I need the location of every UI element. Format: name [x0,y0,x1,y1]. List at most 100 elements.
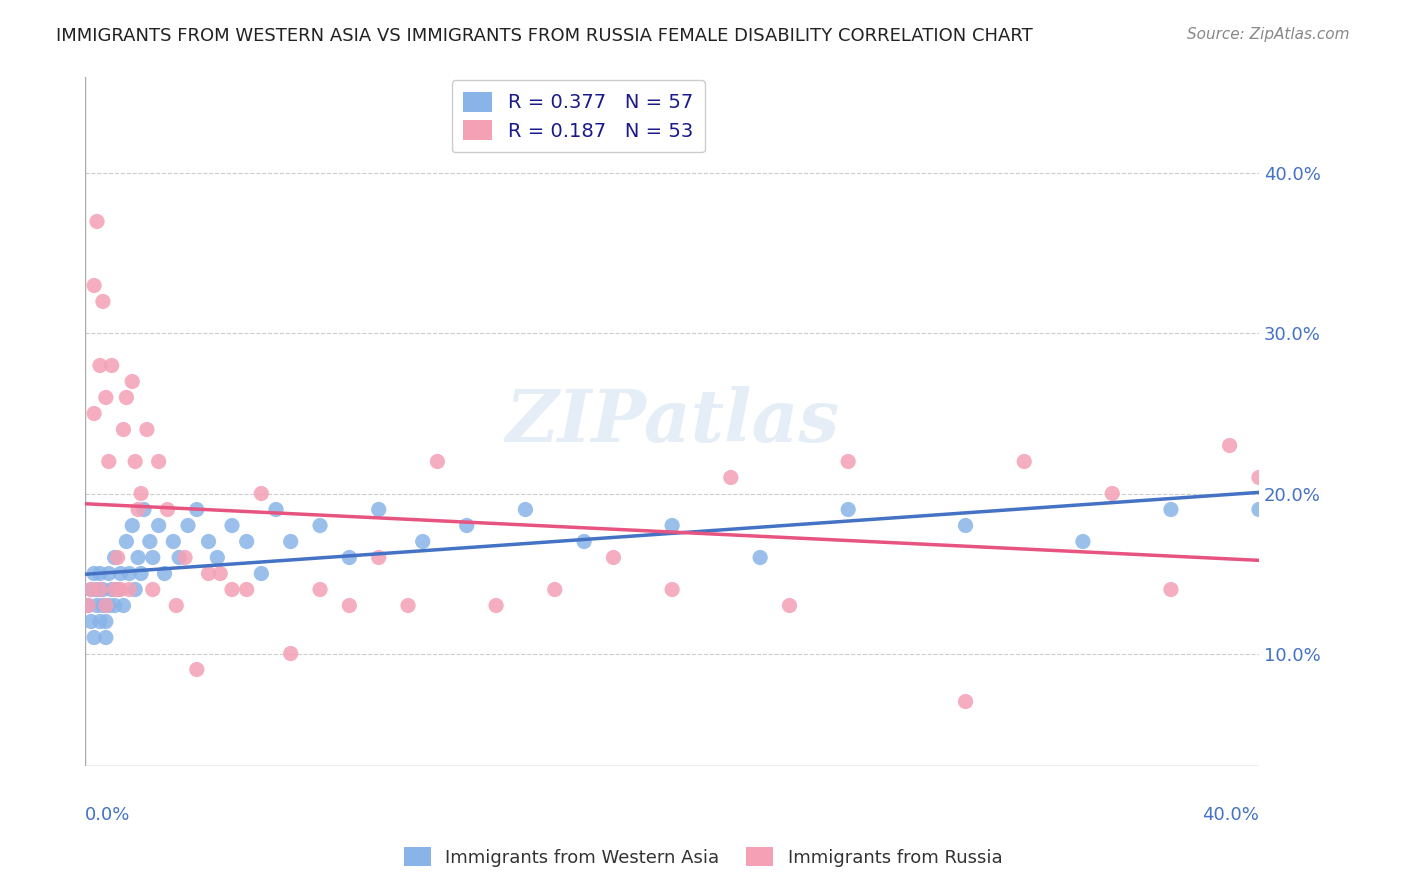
Point [112,599,135,613]
Point [107,582,129,597]
Point [77,599,100,613]
Point [177,518,200,533]
Point [572,534,595,549]
Point [97,599,120,613]
Point [91,294,114,309]
Text: 40.0%: 40.0% [1202,805,1258,823]
Legend: Immigrants from Western Asia, Immigrants from Russia: Immigrants from Western Asia, Immigrants… [396,840,1010,874]
Point [837,454,859,468]
Point [129,486,152,500]
Point [110,566,132,581]
Point [165,599,187,613]
Point [1101,486,1123,500]
Point [221,518,243,533]
Point [250,566,273,581]
Point [485,599,508,613]
Point [83,566,105,581]
Point [221,582,243,597]
Point [83,631,105,645]
Point [955,518,977,533]
Point [779,599,801,613]
Point [83,407,105,421]
Point [112,422,135,436]
Point [89,566,111,581]
Point [118,582,141,597]
Point [142,550,165,565]
Point [837,502,859,516]
Point [235,534,257,549]
Point [264,502,287,516]
Point [1012,454,1035,468]
Point [148,518,170,533]
Point [396,599,419,613]
Point [97,454,120,468]
Point [337,599,360,613]
Point [86,599,108,613]
Point [124,454,146,468]
Point [367,502,389,516]
Point [602,550,624,565]
Point [127,502,149,516]
Point [197,566,219,581]
Legend: R = 0.377   N = 57, R = 0.187   N = 53: R = 0.377 N = 57, R = 0.187 N = 53 [451,80,704,153]
Point [91,582,114,597]
Point [148,454,170,468]
Text: ZIPatlas: ZIPatlas [505,386,839,457]
Point [91,599,114,613]
Point [115,391,138,405]
Point [749,550,772,565]
Point [515,502,537,516]
Point [1247,470,1270,484]
Point [337,550,360,565]
Point [456,518,478,533]
Point [110,582,132,597]
Point [104,582,127,597]
Point [153,566,176,581]
Point [104,599,127,613]
Point [186,663,208,677]
Point [94,391,117,405]
Point [412,534,434,549]
Point [309,518,332,533]
Point [121,518,143,533]
Point [89,615,111,629]
Point [186,502,208,516]
Point [280,534,302,549]
Point [1160,582,1182,597]
Point [174,550,197,565]
Point [1247,502,1270,516]
Point [197,534,219,549]
Point [124,582,146,597]
Point [80,615,103,629]
Point [142,582,165,597]
Point [1219,438,1241,452]
Point [661,582,683,597]
Point [86,582,108,597]
Point [129,566,152,581]
Point [97,566,120,581]
Point [127,550,149,565]
Point [100,359,122,373]
Point [89,359,111,373]
Point [94,615,117,629]
Point [1071,534,1094,549]
Text: 0.0%: 0.0% [86,805,131,823]
Point [720,470,742,484]
Point [661,518,683,533]
Point [426,454,449,468]
Point [544,582,567,597]
Point [94,631,117,645]
Point [115,534,138,549]
Point [167,550,190,565]
Point [83,278,105,293]
Point [309,582,332,597]
Point [280,647,302,661]
Point [132,502,155,516]
Point [162,534,184,549]
Text: IMMIGRANTS FROM WESTERN ASIA VS IMMIGRANTS FROM RUSSIA FEMALE DISABILITY CORRELA: IMMIGRANTS FROM WESTERN ASIA VS IMMIGRAN… [56,27,1033,45]
Point [135,422,157,436]
Point [250,486,273,500]
Point [207,550,229,565]
Point [1160,502,1182,516]
Point [121,375,143,389]
